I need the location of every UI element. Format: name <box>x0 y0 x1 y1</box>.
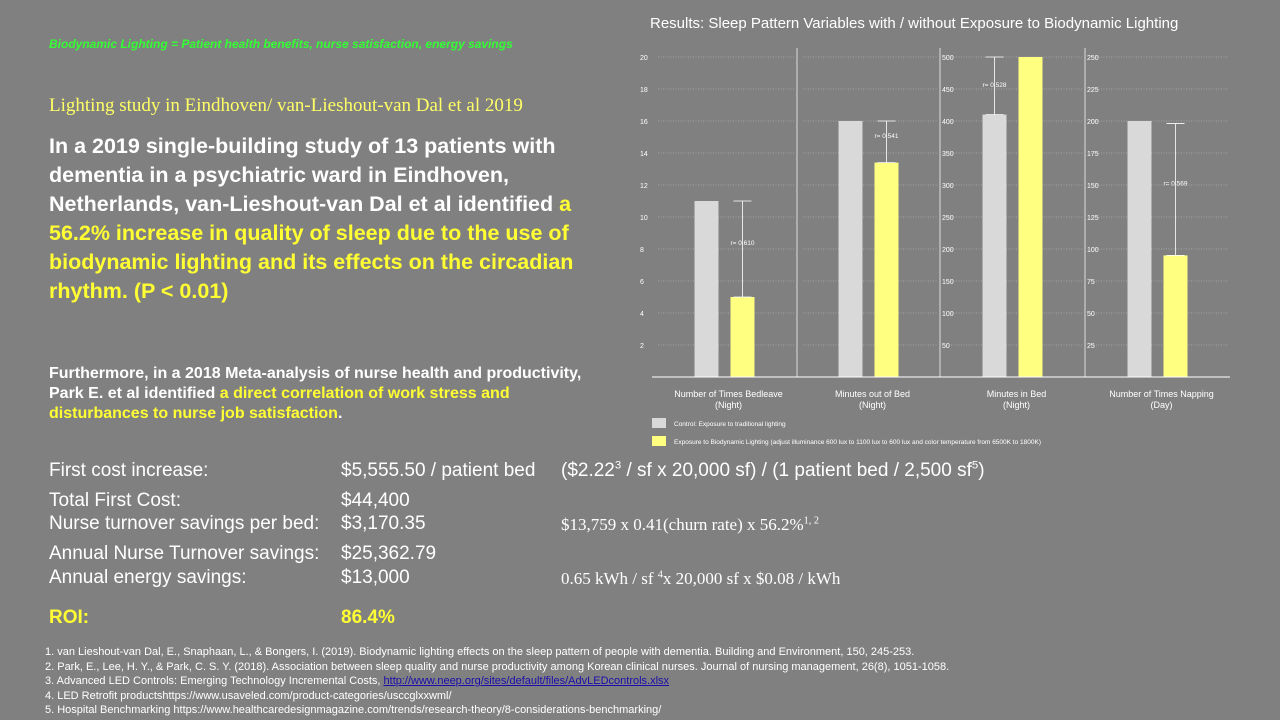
energy-value: $13,000 <box>341 567 410 588</box>
turnover-note-text: $13,759 x 0.41(churn rate) x 56.2% <box>561 515 804 534</box>
category-label: Number of Times Napping <box>1109 389 1214 399</box>
total-first-cost-label: Total First Cost: <box>49 490 181 511</box>
category-label: (Night) <box>859 400 886 410</box>
tick-label: 250 <box>1087 55 1099 62</box>
tagline: Biodynamic Lighting = Patient health ben… <box>49 37 513 51</box>
tick-label: 16 <box>640 119 648 126</box>
turnover-bed-value: $3,170.35 <box>341 513 426 534</box>
annual-turnover-label: Annual Nurse Turnover savings: <box>49 543 320 564</box>
legend-label-control: Control: Exposure to traditional lightin… <box>674 421 786 428</box>
tick-label: 225 <box>1087 87 1099 94</box>
tick-label: 150 <box>1087 183 1099 190</box>
tick-label: 12 <box>640 183 648 190</box>
sleep-pattern-chart: 2 4 6 8 10 12 14 16 18 20 r= 0.610 Number of Times … <box>620 40 1240 460</box>
tick-label: 300 <box>942 183 954 190</box>
tick-label: 8 <box>640 247 644 254</box>
tick-label: 4 <box>640 311 644 318</box>
reference-4: 4. LED Retrofit productshttps://www.usav… <box>45 689 452 702</box>
first-cost-note-b: / sf x 20,000 sf) / (1 patient bed / 2,5… <box>621 460 972 481</box>
tick-label: 10 <box>640 215 648 222</box>
category-label: Minutes in Bed <box>987 389 1047 399</box>
roi-value: 86.4% <box>341 607 395 628</box>
tick-label: 250 <box>942 215 954 222</box>
tick-label: 200 <box>942 247 954 254</box>
tick-label: 500 <box>942 55 954 62</box>
tick-label: 100 <box>942 311 954 318</box>
category-label: (Day) <box>1151 400 1173 410</box>
control-bar <box>838 121 863 377</box>
control-bar <box>982 114 1007 377</box>
energy-note-b: x 20,000 sf x $0.08 / kWh <box>662 569 841 588</box>
tick-label: 400 <box>942 119 954 126</box>
tick-label: 450 <box>942 87 954 94</box>
r-label: r= 0.610 <box>730 240 754 247</box>
main-paragraph: In a 2019 single-building study of 13 pa… <box>49 132 594 306</box>
category-label: Number of Times Bedleave <box>674 389 783 399</box>
first-cost-note-sup1: 3 <box>614 459 622 472</box>
energy-note-sup: 4 <box>657 569 663 581</box>
first-cost-note-sup2: 5 <box>971 459 979 472</box>
reference-3-text: 3. Advanced LED Controls: Emerging Techn… <box>45 675 384 687</box>
r-label: r= 0.528 <box>982 82 1006 89</box>
meta-paragraph-end: . <box>337 405 343 422</box>
exposure-bar <box>1018 57 1043 377</box>
reference-1: 1. van Lieshout-van Dal, E., Snaphaan, L… <box>45 646 915 658</box>
references: 1. van Lieshout-van Dal, E., Snaphaan, L… <box>45 645 949 718</box>
control-bar <box>694 201 719 377</box>
exposure-bar <box>874 162 899 377</box>
tick-label: 20 <box>640 55 648 62</box>
main-paragraph-text: In a 2019 single-building study of 13 pa… <box>49 134 560 216</box>
energy-note-a: 0.65 kWh / sf <box>561 569 658 588</box>
turnover-bed-label: Nurse turnover savings per bed: <box>49 513 320 534</box>
turnover-note: $13,759 x 0.41(churn rate) x 56.2%1, 2 <box>561 515 819 535</box>
tick-label: 6 <box>640 279 644 286</box>
category-label: (Night) <box>1003 400 1030 410</box>
reference-3-link[interactable]: http://www.neep.org/sites/default/files/… <box>383 675 670 687</box>
meta-analysis-paragraph: Furthermore, in a 2018 Meta-analysis of … <box>49 364 594 424</box>
tick-label: 125 <box>1087 215 1099 222</box>
control-bar <box>1127 121 1152 377</box>
category-label: (Night) <box>715 400 742 410</box>
legend-swatch-exposure <box>652 436 666 446</box>
total-first-cost-value: $44,400 <box>341 490 410 511</box>
annual-turnover-value: $25,362.79 <box>341 543 437 564</box>
first-cost-note: ($2.223 / sf x 20,000 sf) / (1 patient b… <box>561 460 985 482</box>
tick-label: 75 <box>1087 279 1095 286</box>
reference-3: 3. Advanced LED Controls: Emerging Techn… <box>45 674 949 689</box>
reference-2: 2. Park, E., Lee, H. Y., & Park, C. S. Y… <box>45 660 950 673</box>
tick-label: 50 <box>1087 311 1095 318</box>
tick-label: 200 <box>1087 119 1099 126</box>
first-cost-value: $5,555.50 / patient bed <box>341 460 536 481</box>
energy-label: Annual energy savings: <box>49 567 247 588</box>
tick-label: 25 <box>1087 343 1095 350</box>
turnover-note-sup: 1, 2 <box>803 515 819 527</box>
meta-paragraph-text: Furthermore, in a 2018 Meta-analysis of … <box>49 365 582 402</box>
meta-paragraph-highlight: a direct correlation of work stress and … <box>49 385 510 422</box>
tick-label: 150 <box>942 279 954 286</box>
tick-label: 18 <box>640 87 648 94</box>
tick-label: 2 <box>640 343 644 350</box>
tick-label: 100 <box>1087 247 1099 254</box>
tick-label: 350 <box>942 151 954 158</box>
first-cost-label: First cost increase: <box>49 460 209 481</box>
chart-title: Results: Sleep Pattern Variables with / … <box>650 15 1179 32</box>
first-cost-note-c: ) <box>978 460 985 481</box>
tick-label: 175 <box>1087 151 1099 158</box>
legend-swatch-control <box>652 418 666 428</box>
energy-note: 0.65 kWh / sf 4x 20,000 sf x $0.08 / kWh <box>561 569 840 589</box>
tick-label: 50 <box>942 343 950 350</box>
chart-svg: 2 4 6 8 10 12 14 16 18 20 r= 0.610 Number of Times … <box>640 48 1230 446</box>
category-label: Minutes out of Bed <box>835 389 910 399</box>
main-paragraph-highlight: a 56.2% increase in quality of sleep due… <box>49 192 574 303</box>
r-label: r= 0.541 <box>874 133 898 140</box>
legend-label-exposure: Exposure to Biodynamic Lighting (adjust … <box>674 439 1041 446</box>
study-heading: Lighting study in Eindhoven/ van-Lieshou… <box>49 95 523 116</box>
tick-label: 14 <box>640 151 648 158</box>
exposure-bar <box>730 297 755 377</box>
first-cost-note-a: ($2.22 <box>561 460 615 481</box>
exposure-bar <box>1163 255 1188 377</box>
roi-label: ROI: <box>49 607 90 628</box>
reference-5: 5. Hospital Benchmarking https://www.hea… <box>45 704 662 716</box>
r-label: r= 0.569 <box>1163 180 1187 187</box>
